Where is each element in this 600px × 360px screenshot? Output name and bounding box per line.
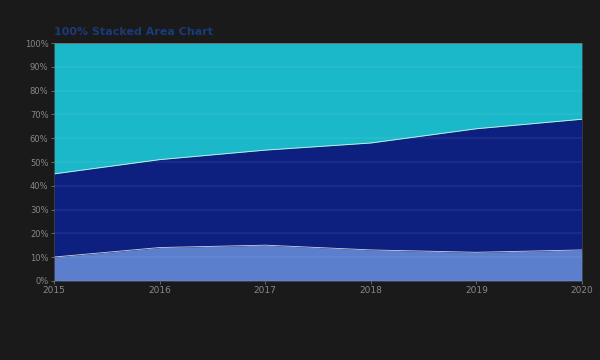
- Text: 100% Stacked Area Chart: 100% Stacked Area Chart: [54, 27, 213, 37]
- Legend: Division 1, Division 2, Division 3: Division 1, Division 2, Division 3: [194, 358, 442, 360]
